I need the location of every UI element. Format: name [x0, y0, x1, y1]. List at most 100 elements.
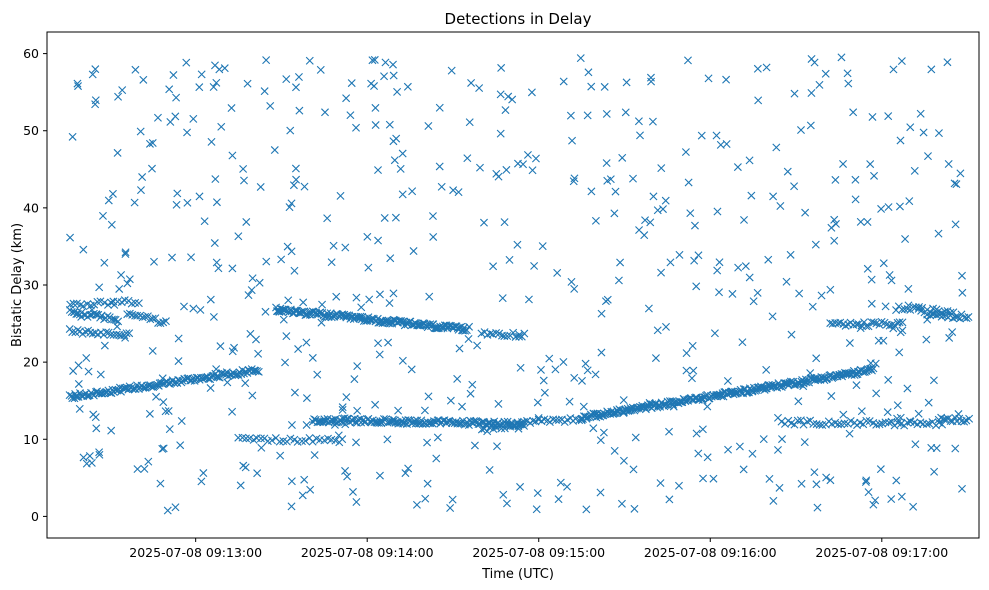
data-point: [393, 87, 402, 96]
data-point: [956, 169, 965, 178]
data-point: [895, 202, 904, 211]
data-point: [703, 453, 712, 462]
data-point: [433, 433, 442, 442]
data-point: [570, 174, 579, 183]
data-point: [302, 338, 311, 347]
data-point: [334, 431, 343, 440]
data-point: [121, 333, 130, 342]
data-point: [81, 327, 90, 336]
data-point: [236, 481, 245, 490]
data-point: [906, 123, 915, 132]
data-point: [211, 175, 220, 184]
data-point: [494, 172, 503, 181]
data-point: [904, 284, 913, 293]
data-point: [130, 198, 139, 207]
data-point: [576, 54, 585, 63]
data-point: [898, 318, 907, 327]
chart-title: Detections in Delay: [445, 10, 592, 28]
data-point: [524, 295, 533, 304]
data-point: [381, 58, 390, 67]
data-point: [636, 131, 645, 140]
data-point: [919, 419, 928, 428]
data-point: [385, 299, 394, 308]
data-point: [790, 182, 799, 191]
data-point: [466, 389, 475, 398]
data-point: [844, 79, 853, 88]
data-point: [352, 293, 361, 302]
data-point: [467, 418, 476, 427]
data-point: [87, 458, 96, 467]
data-point: [146, 315, 155, 324]
data-point: [428, 212, 437, 221]
data-point: [790, 89, 799, 98]
data-point: [511, 332, 520, 341]
data-point: [228, 264, 237, 273]
data-point: [841, 321, 850, 330]
data-point: [500, 424, 509, 433]
data-point: [813, 503, 822, 512]
data-point: [118, 86, 127, 95]
data-point: [602, 159, 611, 168]
data-point: [290, 388, 299, 397]
data-point: [694, 449, 703, 458]
data-point: [446, 396, 455, 405]
data-point: [465, 118, 474, 127]
data-point: [447, 66, 456, 75]
data-point: [148, 314, 157, 323]
data-point: [649, 192, 658, 201]
data-point: [503, 332, 512, 341]
data-point: [70, 308, 79, 317]
data-point: [174, 357, 183, 366]
data-point: [614, 276, 623, 285]
data-point: [287, 421, 296, 430]
data-point: [165, 85, 174, 94]
data-point: [889, 324, 898, 333]
data-point: [826, 476, 835, 485]
data-point: [375, 471, 384, 480]
data-point: [310, 451, 319, 460]
data-point: [885, 271, 894, 280]
data-point: [765, 474, 774, 483]
data-point: [125, 309, 134, 318]
data-point: [275, 307, 284, 316]
data-point: [180, 302, 188, 311]
data-point: [965, 414, 974, 423]
data-point: [74, 82, 83, 91]
data-point: [666, 258, 675, 267]
data-point: [559, 77, 568, 86]
data-point: [616, 258, 625, 267]
data-point: [197, 477, 206, 486]
data-point: [570, 284, 579, 293]
data-point: [787, 330, 796, 339]
data-point: [596, 488, 605, 497]
data-point: [533, 489, 542, 498]
data-point: [152, 392, 161, 401]
data-point: [903, 384, 912, 393]
data-point: [862, 322, 871, 331]
data-point: [330, 420, 339, 429]
data-point: [810, 468, 819, 477]
data-point: [799, 382, 808, 391]
data-point: [782, 277, 791, 286]
data-point: [694, 251, 703, 260]
data-point: [692, 282, 701, 291]
data-point: [596, 436, 605, 445]
data-point: [950, 179, 959, 188]
data-point: [423, 479, 432, 488]
data-point: [597, 348, 606, 357]
data-point: [294, 345, 303, 354]
data-point: [868, 112, 877, 121]
x-axis-label: Time (UTC): [481, 567, 554, 582]
data-point: [683, 56, 692, 65]
data-point: [569, 177, 578, 186]
data-point: [897, 57, 906, 66]
data-point: [115, 284, 124, 293]
data-point: [267, 436, 276, 445]
data-point: [745, 156, 754, 165]
data-point: [475, 84, 484, 93]
data-point: [133, 311, 142, 320]
data-point: [924, 398, 933, 407]
data-point: [871, 496, 880, 505]
data-point: [889, 65, 898, 74]
